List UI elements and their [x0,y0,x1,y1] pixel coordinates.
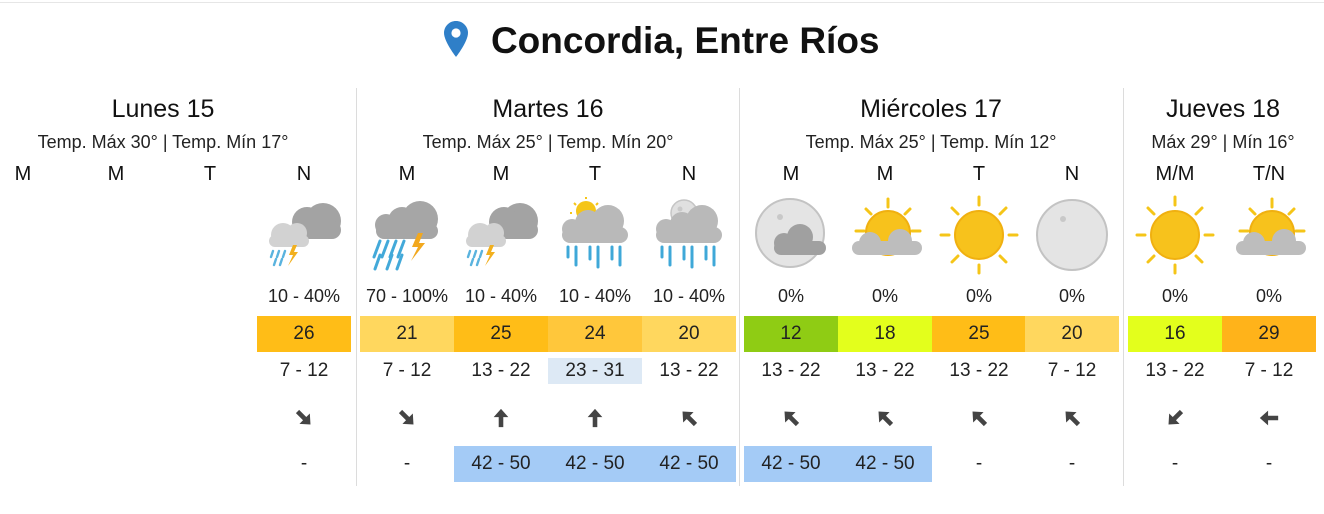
day-name: Jueves 18 [1166,95,1280,123]
sun-cloud-rain-icon [548,194,642,276]
wind-speed: 13 - 22 [1145,360,1205,381]
rain-probability: 0% [871,286,898,306]
wind-gust: - [1171,453,1179,474]
rain-probability: 0% [1058,286,1085,306]
partly-cloudy-icon [1222,194,1316,276]
rain-probability: 70 - 100% [365,286,449,306]
period-label: N [681,163,697,185]
temperature-cell: 29 [1222,316,1316,352]
period-label: N [296,163,312,185]
wind-gust: - [300,453,308,474]
wind-gust: - [1068,453,1076,474]
wind-speed: 23 - 31 [548,358,642,384]
temperature-cell: 25 [454,316,548,352]
wind-gust: 42 - 50 [744,446,838,482]
sun-icon [1128,194,1222,276]
wind-gust: 42 - 50 [642,446,736,482]
period-label: T [203,163,217,185]
day-temps: Temp. Máx 30° | Temp. Mín 17° [37,132,289,152]
temperature-cell: 12 [744,316,838,352]
temperature-cell: 26 [257,316,351,352]
rain-probability: 0% [1255,286,1282,306]
day-header: Lunes 15 Temp. Máx 30° | Temp. Mín 17° [10,94,316,154]
arrow-down-right-icon [360,402,454,434]
wind-speed: 7 - 12 [1244,360,1294,381]
period-label: M [492,163,510,185]
moon-cloud-rain-icon [642,194,736,276]
day-name: Lunes 15 [111,95,215,123]
day-header: Martes 16 Temp. Máx 25° | Temp. Mín 20° [360,94,736,154]
wind-speed: 13 - 22 [471,360,531,381]
temperature-cell: 25 [932,316,1026,352]
period-label: M [782,163,800,185]
arrow-up-left-icon [744,402,838,434]
wind-speed: 13 - 22 [949,360,1009,381]
temperature-cell: 18 [838,316,932,352]
location-title: Concordia, Entre Ríos [490,20,880,61]
moon-icon [1025,194,1119,276]
period-label: M [876,163,894,185]
wind-speed: 7 - 12 [279,360,329,381]
arrow-up-icon [454,402,548,434]
heavy-rain-storm-icon [360,194,454,276]
rain-probability: 0% [1161,286,1188,306]
sun-icon [932,194,1026,276]
temperature-cell: 20 [1025,316,1119,352]
day-temps: Temp. Máx 25° | Temp. Mín 12° [805,132,1057,152]
arrow-up-left-icon [1025,402,1119,434]
arrow-left-icon [1222,402,1316,434]
day-temps: Temp. Máx 25° | Temp. Mín 20° [422,132,674,152]
period-label: M [398,163,416,185]
wind-gust: - [1265,453,1273,474]
rain-probability: 0% [777,286,804,306]
wind-gust: 42 - 50 [548,446,642,482]
wind-speed: 13 - 22 [659,360,719,381]
temperature-cell: 21 [360,316,454,352]
storm-rain-icon [454,194,548,276]
wind-speed: 7 - 12 [1047,360,1097,381]
day-separator [739,88,740,486]
day-name: Martes 16 [492,95,604,123]
period-label: M [107,163,125,185]
period-label: T [588,163,602,185]
temperature-cell: 16 [1128,316,1222,352]
wind-gust: - [403,453,411,474]
temperature-cell: 24 [548,316,642,352]
arrow-up-icon [548,402,642,434]
wind-gust: - [975,453,983,474]
period-label: T [972,163,986,185]
day-header: Jueves 18 Máx 29° | Mín 16° [1127,94,1319,154]
rain-probability: 10 - 40% [464,286,538,306]
top-divider [0,2,1324,3]
partly-cloudy-icon [838,194,932,276]
storm-rain-icon [257,194,351,276]
period-label: N [1064,163,1080,185]
temperature-cell: 20 [642,316,736,352]
rain-probability: 0% [965,286,992,306]
wind-speed: 7 - 12 [382,360,432,381]
arrow-down-right-icon [257,402,351,434]
day-name: Miércoles 17 [860,95,1002,123]
rain-probability: 10 - 40% [267,286,341,306]
period-label: T/N [1252,163,1286,185]
rain-probability: 10 - 40% [652,286,726,306]
arrow-up-left-icon [932,402,1026,434]
day-separator [356,88,357,486]
wind-speed: 13 - 22 [855,360,915,381]
wind-gust: 42 - 50 [838,446,932,482]
period-label: M [14,163,32,185]
wind-gust: 42 - 50 [454,446,548,482]
day-header: Miércoles 17 Temp. Máx 25° | Temp. Mín 1… [743,94,1119,154]
period-label: M/M [1155,163,1195,185]
location-pin-icon [444,20,469,62]
rain-probability: 10 - 40% [558,286,632,306]
page-title: Concordia, Entre Ríos [0,20,1324,62]
arrow-up-left-icon [642,402,736,434]
arrow-down-left-icon [1128,402,1222,434]
day-separator [1123,88,1124,486]
arrow-up-left-icon [838,402,932,434]
day-temps: Máx 29° | Mín 16° [1151,132,1295,152]
wind-speed: 13 - 22 [761,360,821,381]
moon-cloud-icon [744,194,838,276]
